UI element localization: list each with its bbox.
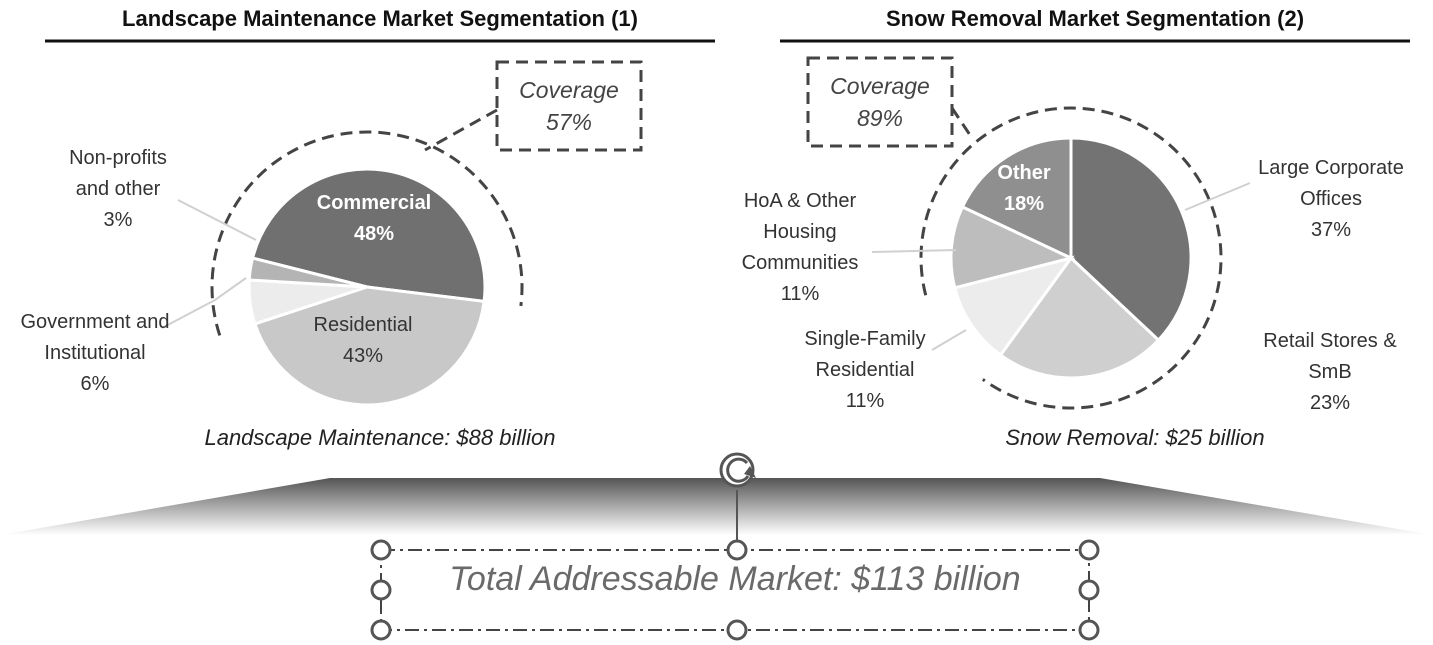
value-label: 37% xyxy=(1310,219,1352,241)
value-label: 23% xyxy=(1309,392,1351,414)
value-label: 6% xyxy=(80,373,110,395)
coverage-title: Coverage xyxy=(830,73,930,99)
slice-label: Non-profits and other 3% xyxy=(53,143,183,236)
text-box[interactable]: Total Addressable Market: $113 billion xyxy=(449,560,1021,598)
coverage-title: Coverage xyxy=(519,77,619,103)
pie-slice xyxy=(960,136,1073,261)
coverage-box xyxy=(806,56,954,148)
resize-handles[interactable] xyxy=(370,539,1100,641)
slice-label: Residential 43% xyxy=(293,310,433,372)
category-label: Government and Institutional xyxy=(20,311,170,364)
value-label: 11% xyxy=(845,390,885,412)
pie-slice xyxy=(247,256,368,289)
leader-line xyxy=(1184,182,1251,211)
category-label: Residential xyxy=(313,314,413,336)
chart-title: Landscape Maintenance Market Segmentatio… xyxy=(122,6,638,31)
coverage-arc xyxy=(210,130,524,336)
chart-caption: Landscape Maintenance: $88 billion xyxy=(204,425,556,450)
coverage-label: Coverage 57% xyxy=(497,74,641,138)
slice-label: Retail Stores & SmB 23% xyxy=(1245,326,1415,419)
category-label: Retail Stores & SmB xyxy=(1263,330,1397,383)
category-label: Non-profits and other xyxy=(69,147,167,200)
pie-slice xyxy=(998,255,1161,380)
funnel-shape xyxy=(0,478,1433,535)
coverage-connector xyxy=(424,108,498,152)
pie-slice xyxy=(250,167,487,304)
pie-slice xyxy=(952,255,1075,358)
value-label: 48% xyxy=(353,223,395,245)
value-label: 11% xyxy=(780,283,820,305)
category-label: Single-Family Residential xyxy=(804,328,926,381)
coverage-label: Coverage 89% xyxy=(808,70,952,134)
chart-title: Snow Removal Market Segmentation (2) xyxy=(885,6,1305,31)
coverage-value: 57% xyxy=(545,109,593,135)
leader-line xyxy=(177,199,257,241)
coverage-box xyxy=(495,60,643,152)
value-label: 18% xyxy=(1003,193,1045,215)
value-label: 43% xyxy=(342,345,384,367)
slice-label: Government and Institutional 6% xyxy=(5,307,185,400)
leader-line xyxy=(161,277,247,329)
slice-label: Other 18% xyxy=(984,158,1064,220)
slice-label: HoA & Other Housing Communities 11% xyxy=(725,186,875,310)
category-label: Commercial xyxy=(316,192,432,214)
coverage-connector xyxy=(950,107,974,139)
pie-slice xyxy=(949,204,1076,290)
slice-label: Large Corporate Offices 37% xyxy=(1241,153,1421,246)
leader-line xyxy=(931,329,967,351)
slice-label: Commercial 48% xyxy=(294,188,454,250)
slice-label: Single-Family Residential 11% xyxy=(790,324,940,417)
category-label: HoA & Other Housing Communities xyxy=(741,190,859,274)
rotate-handle[interactable] xyxy=(719,452,756,488)
category-label: Large Corporate Offices xyxy=(1258,157,1404,210)
coverage-value: 89% xyxy=(856,105,904,131)
value-label: 3% xyxy=(103,209,133,231)
chart-caption: Snow Removal: $25 billion xyxy=(1005,425,1265,450)
category-label: Other xyxy=(997,162,1051,184)
pie-slice xyxy=(1069,136,1193,343)
coverage-arc xyxy=(919,106,1223,410)
leader-line xyxy=(871,249,957,253)
pie-slice xyxy=(253,285,486,407)
